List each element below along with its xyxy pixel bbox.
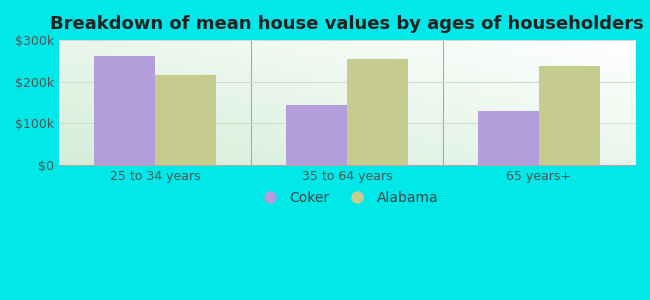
Bar [478,111,539,165]
Bar [539,66,601,165]
Bar [94,56,155,165]
Bar [347,59,408,165]
Bar [155,76,216,165]
Legend: Coker, Alabama: Coker, Alabama [250,185,444,210]
Title: Breakdown of mean house values by ages of householders: Breakdown of mean house values by ages o… [50,15,644,33]
Bar [285,105,347,165]
